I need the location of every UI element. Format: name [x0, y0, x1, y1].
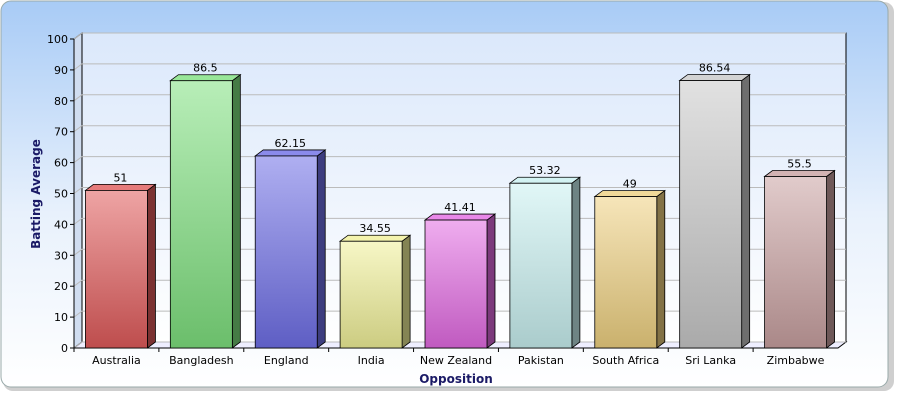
bar-top — [84, 184, 157, 191]
y-tick-label: 30 — [54, 249, 68, 262]
value-label: 55.5 — [787, 158, 812, 171]
grid-line — [73, 187, 846, 194]
y-tick-label: 40 — [54, 218, 68, 231]
value-label: 62.15 — [274, 137, 306, 150]
y-tick-label: 80 — [54, 95, 68, 108]
bar — [254, 155, 318, 349]
bar — [169, 80, 233, 349]
x-tick-label: Zimbabwe — [767, 354, 825, 367]
x-tick-label: Sri Lanka — [685, 354, 736, 367]
bar-side — [147, 183, 156, 349]
y-axis-title: Batting Average — [29, 139, 43, 249]
bar — [509, 182, 573, 349]
y-tick-label: 100 — [47, 33, 68, 46]
grid-line — [73, 279, 846, 287]
value-label: 41.41 — [444, 201, 476, 214]
bar-side — [231, 73, 241, 349]
value-label: 34.55 — [359, 222, 391, 235]
grid-line — [73, 63, 846, 71]
bar — [424, 219, 488, 349]
x-axis-title: Opposition — [419, 372, 493, 386]
grid-line — [73, 310, 846, 318]
bar-top — [254, 149, 327, 157]
grid-line — [73, 32, 846, 40]
x-tick-label: Pakistan — [518, 354, 564, 367]
bar-side — [656, 189, 666, 349]
grid-line — [73, 94, 846, 102]
grid-line — [73, 217, 846, 225]
grid-line — [73, 248, 846, 256]
bar — [594, 196, 658, 349]
bar-top — [423, 213, 497, 221]
x-tick-label: India — [358, 354, 385, 367]
bar-side — [486, 213, 496, 349]
value-label: 86.54 — [699, 62, 731, 75]
bar — [339, 240, 403, 349]
bar — [85, 190, 148, 349]
plot-area: 0 10 20 30 40 50 60 70 80 90 100 Australia 51 Banglad… — [47, 32, 848, 367]
bar-side — [316, 149, 326, 349]
value-label: 53.32 — [529, 164, 561, 177]
x-tick-label: New Zealand — [420, 354, 492, 367]
value-label: 51 — [113, 171, 127, 184]
y-tick-label: 20 — [54, 280, 68, 293]
y-tick-label: 0 — [61, 342, 68, 355]
bar-top — [169, 74, 242, 82]
y-tick-label: 60 — [54, 157, 68, 170]
bar-side — [571, 176, 581, 349]
y-tick-label: 50 — [54, 188, 68, 201]
bar-top — [508, 176, 582, 184]
grid-line — [73, 156, 846, 164]
bar-side — [826, 169, 835, 349]
y-tick-label: 70 — [54, 126, 68, 139]
y-tick-label: 10 — [54, 311, 68, 324]
grid-line — [73, 341, 846, 349]
bar — [679, 80, 743, 349]
x-tick-label: Bangladesh — [169, 354, 234, 367]
bar — [764, 176, 827, 349]
bar-side — [741, 73, 751, 349]
value-label: 49 — [623, 178, 637, 191]
bar-top — [338, 234, 412, 242]
bar-side — [401, 234, 411, 349]
x-tick-label: South Africa — [592, 354, 659, 367]
y-tick-label: 90 — [54, 64, 68, 77]
grid-line — [73, 125, 846, 133]
x-tick-label: England — [264, 354, 309, 367]
value-label: 86.5 — [193, 62, 218, 75]
bar-top — [763, 170, 836, 177]
bar-top — [678, 74, 751, 81]
bar-top — [593, 190, 666, 197]
x-tick-label: Australia — [92, 354, 141, 367]
